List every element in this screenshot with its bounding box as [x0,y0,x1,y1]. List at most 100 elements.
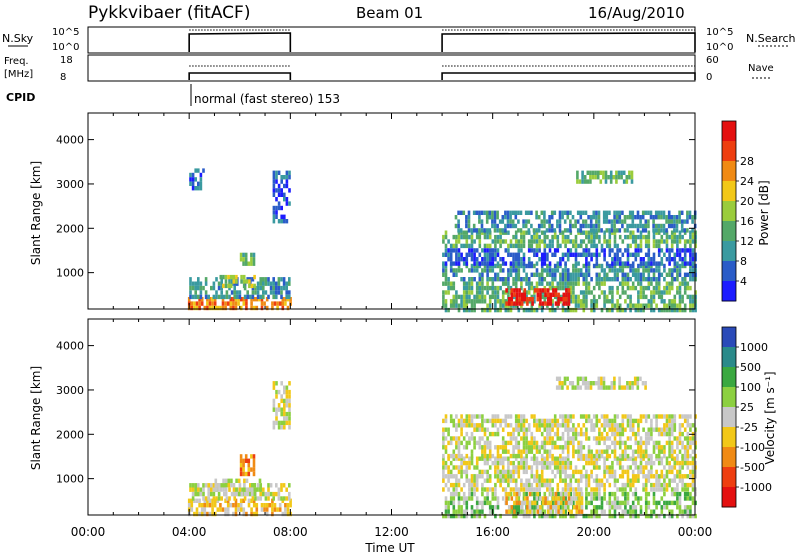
echo-cell [689,513,692,519]
echo-cell [668,281,671,286]
echo-cell [277,407,281,412]
echo-cell [194,487,197,492]
echo-cell [486,487,489,492]
echo-cell [569,230,573,235]
echo-cell [465,263,469,269]
echo-cell [631,423,635,428]
echo-cell [452,285,456,291]
echo-cell [522,487,526,492]
echo-cell [680,219,684,224]
echo-cell [553,210,557,215]
echo-cell [494,294,497,300]
echo-cell [597,228,601,233]
echo-cell [634,491,638,497]
echo-cell [595,210,598,215]
echo-cell [613,223,616,229]
echo-cell [252,252,256,258]
echo-cell [652,239,656,244]
echo-cell [587,491,591,497]
echo-cell [517,272,521,277]
echo-cell [673,436,677,441]
echo-cell [481,469,484,475]
echo-cell [234,305,238,311]
echo-cell [215,294,218,300]
echo-cell [559,261,562,266]
echo-cell [594,175,597,180]
echo-cell [475,423,479,428]
echo-cell [670,299,674,304]
echo-cell [585,277,588,282]
echo-cell [650,307,653,313]
echo-cell [252,463,256,468]
echo-cell [220,285,223,291]
echo-cell [663,277,666,282]
echo-cell [589,385,593,390]
echo-cell [577,261,580,266]
echo-cell [637,290,640,295]
echo-cell [618,505,622,510]
echo-cell [457,303,461,308]
echo-cell [634,478,638,483]
echo-cell [553,418,557,424]
echo-cell [670,453,674,459]
echo-cell [189,294,192,300]
echo-cell [499,423,502,428]
echo-cell [285,290,288,295]
echo-cell [555,385,559,390]
echo-cell [478,281,482,286]
echo-cell [561,423,565,428]
echo-cell [548,263,552,269]
echo-cell [678,505,682,510]
echo-cell [465,478,469,483]
echo-cell [621,423,625,428]
echo-cell [224,507,227,512]
echo-cell [517,453,521,459]
echo-cell [611,263,614,269]
echo-cell [507,252,510,257]
echo-cell [626,478,630,483]
echo-cell [468,482,471,488]
echo-cell [618,263,622,269]
echo-cell [650,465,653,470]
echo-cell [581,170,584,175]
echo-cell [676,234,679,240]
echo-cell [239,257,243,262]
echo-cell [525,418,528,424]
echo-cell [262,277,265,282]
echo-cell [462,290,466,295]
echo-cell [647,460,651,466]
colorbar-swatch [722,281,736,302]
echo-cell [512,469,515,475]
echo-cell [455,252,458,257]
echo-cell [527,210,531,215]
echo-cell [569,478,573,483]
echo-cell [626,285,630,291]
echo-cell [616,431,619,437]
echo-cell [634,243,638,249]
echo-cell [673,263,677,269]
echo-cell [616,440,619,446]
echo-cell [248,487,251,492]
echo-cell [621,500,625,506]
echo-cell [558,385,562,390]
echo-cell [475,268,479,273]
echo-cell [523,288,527,293]
echo-cell [689,440,692,446]
echo-cell [494,423,497,428]
echo-cell [595,436,599,441]
echo-cell [546,436,549,441]
echo-cell [611,299,614,304]
echo-cell [533,478,536,483]
echo-cell [657,239,661,244]
echo-cell [486,307,489,313]
echo-cell [470,234,474,240]
colorbar-swatch [722,241,736,262]
echo-cell [564,427,567,432]
echo-cell [468,478,471,483]
echo-cell [566,445,570,450]
echo-cell [665,423,669,428]
echo-cell [562,496,566,501]
echo-cell [564,487,567,492]
echo-cell [488,230,492,235]
